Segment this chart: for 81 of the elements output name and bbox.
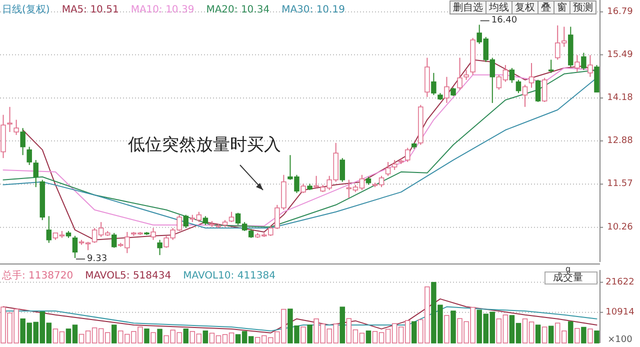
bar [412, 321, 417, 344]
candlestick [542, 77, 548, 102]
bar [144, 328, 150, 344]
candlestick [588, 54, 593, 78]
text: MA5: 10.51 [62, 4, 119, 16]
bar [300, 326, 306, 344]
y-tick-label: 15.49 [607, 50, 634, 60]
text: MA10: 10.39 [130, 4, 194, 16]
bar [307, 324, 312, 344]
text: MA20: 10.34 [206, 4, 270, 16]
candlestick [72, 235, 78, 259]
bar [535, 324, 541, 344]
text: ×100 [608, 335, 633, 345]
candlestick [444, 76, 450, 104]
candlestick [235, 212, 241, 226]
annotation: 低位突然放量时买入 [128, 135, 281, 155]
y-tick-label: 12.88 [607, 136, 634, 146]
y-tick-label: 16.79 [607, 6, 634, 17]
candlestick [157, 239, 162, 256]
bar [112, 324, 117, 344]
text: 总手: 1138720 [1, 270, 74, 282]
candlestick [535, 79, 541, 102]
bar [581, 326, 586, 344]
candlestick [464, 69, 469, 80]
bar [340, 306, 346, 344]
annotation: 16.40 [491, 16, 518, 26]
annotation: 叠 [541, 2, 551, 14]
candlestick [457, 57, 462, 90]
candlestick [228, 211, 234, 223]
candlestick [528, 62, 534, 88]
candlestick [112, 232, 117, 248]
candlestick [574, 54, 580, 72]
bar [548, 326, 554, 344]
bar [594, 330, 600, 344]
text: MAVOL10: 411384 [183, 270, 276, 282]
candlestick [340, 158, 346, 182]
candlestick [516, 79, 522, 94]
annotation: 窗 [557, 2, 567, 14]
annotation: 均线 [488, 2, 509, 14]
chart-title: 日线(复权) [2, 4, 50, 16]
bar [450, 310, 456, 344]
annotation: 删自选 [453, 2, 483, 14]
candlestick [183, 214, 188, 229]
bar [542, 326, 548, 344]
candlestick [509, 67, 515, 84]
annotation: 成交量 [553, 272, 583, 284]
bar [366, 330, 372, 344]
candlestick [300, 183, 306, 194]
bar [444, 315, 450, 344]
y-tick-label: 10.26 [607, 222, 634, 232]
bar [568, 321, 574, 344]
y-tick-label: 11.57 [607, 179, 633, 190]
annotation: q [565, 264, 571, 274]
candlestick [548, 59, 554, 74]
annotation: 复权 [515, 2, 535, 14]
candlestick [150, 228, 156, 240]
candlestick [20, 128, 26, 156]
y-tick-label: 10914 [606, 307, 635, 318]
bar [183, 328, 188, 344]
text: MA30: 10.19 [282, 4, 345, 16]
y-tick-label: 14.18 [607, 93, 634, 104]
bar [157, 328, 162, 344]
y-tick-label: 21622 [606, 277, 634, 288]
candlestick [33, 160, 38, 188]
annotation: 预测 [573, 2, 593, 14]
candlestick [7, 106, 12, 132]
annotation: 9.33 [87, 254, 108, 264]
candlestick [26, 146, 32, 166]
candlestick [14, 119, 19, 136]
bar [588, 328, 593, 344]
text: MAVOL5: 518434 [85, 270, 172, 282]
candlestick [404, 147, 410, 163]
candlestick [431, 72, 436, 96]
candlestick [581, 52, 586, 70]
candlestick [392, 160, 398, 170]
bar [202, 330, 208, 344]
bar [150, 332, 156, 344]
bar [574, 328, 580, 344]
candlestick [46, 216, 52, 244]
candlestick [385, 162, 391, 176]
candlestick [522, 84, 528, 108]
